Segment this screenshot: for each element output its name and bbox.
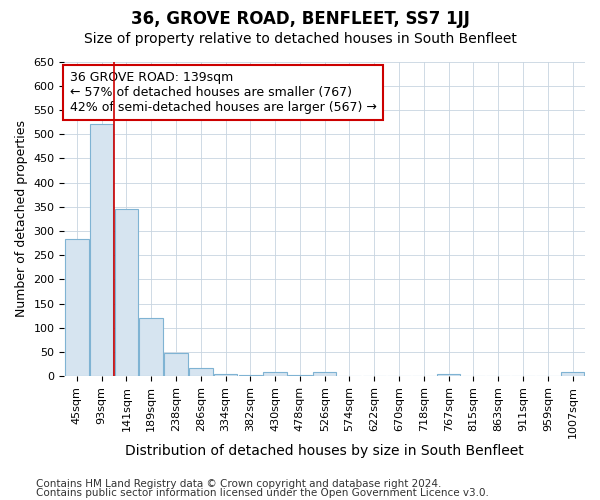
Bar — [164, 353, 188, 376]
Bar — [313, 372, 337, 376]
Text: 36, GROVE ROAD, BENFLEET, SS7 1JJ: 36, GROVE ROAD, BENFLEET, SS7 1JJ — [131, 10, 469, 28]
Bar — [65, 240, 89, 376]
Bar — [288, 375, 311, 376]
Bar — [189, 368, 212, 376]
Y-axis label: Number of detached properties: Number of detached properties — [15, 120, 28, 318]
X-axis label: Distribution of detached houses by size in South Benfleet: Distribution of detached houses by size … — [125, 444, 524, 458]
Text: 36 GROVE ROAD: 139sqm
← 57% of detached houses are smaller (767)
42% of semi-det: 36 GROVE ROAD: 139sqm ← 57% of detached … — [70, 71, 376, 114]
Text: Size of property relative to detached houses in South Benfleet: Size of property relative to detached ho… — [83, 32, 517, 46]
Bar — [239, 375, 262, 376]
Bar — [263, 372, 287, 376]
Text: Contains HM Land Registry data © Crown copyright and database right 2024.: Contains HM Land Registry data © Crown c… — [36, 479, 442, 489]
Bar — [214, 374, 238, 376]
Bar — [139, 318, 163, 376]
Bar — [561, 372, 584, 376]
Text: Contains public sector information licensed under the Open Government Licence v3: Contains public sector information licen… — [36, 488, 489, 498]
Bar — [115, 209, 138, 376]
Bar — [437, 374, 460, 376]
Bar — [90, 124, 113, 376]
